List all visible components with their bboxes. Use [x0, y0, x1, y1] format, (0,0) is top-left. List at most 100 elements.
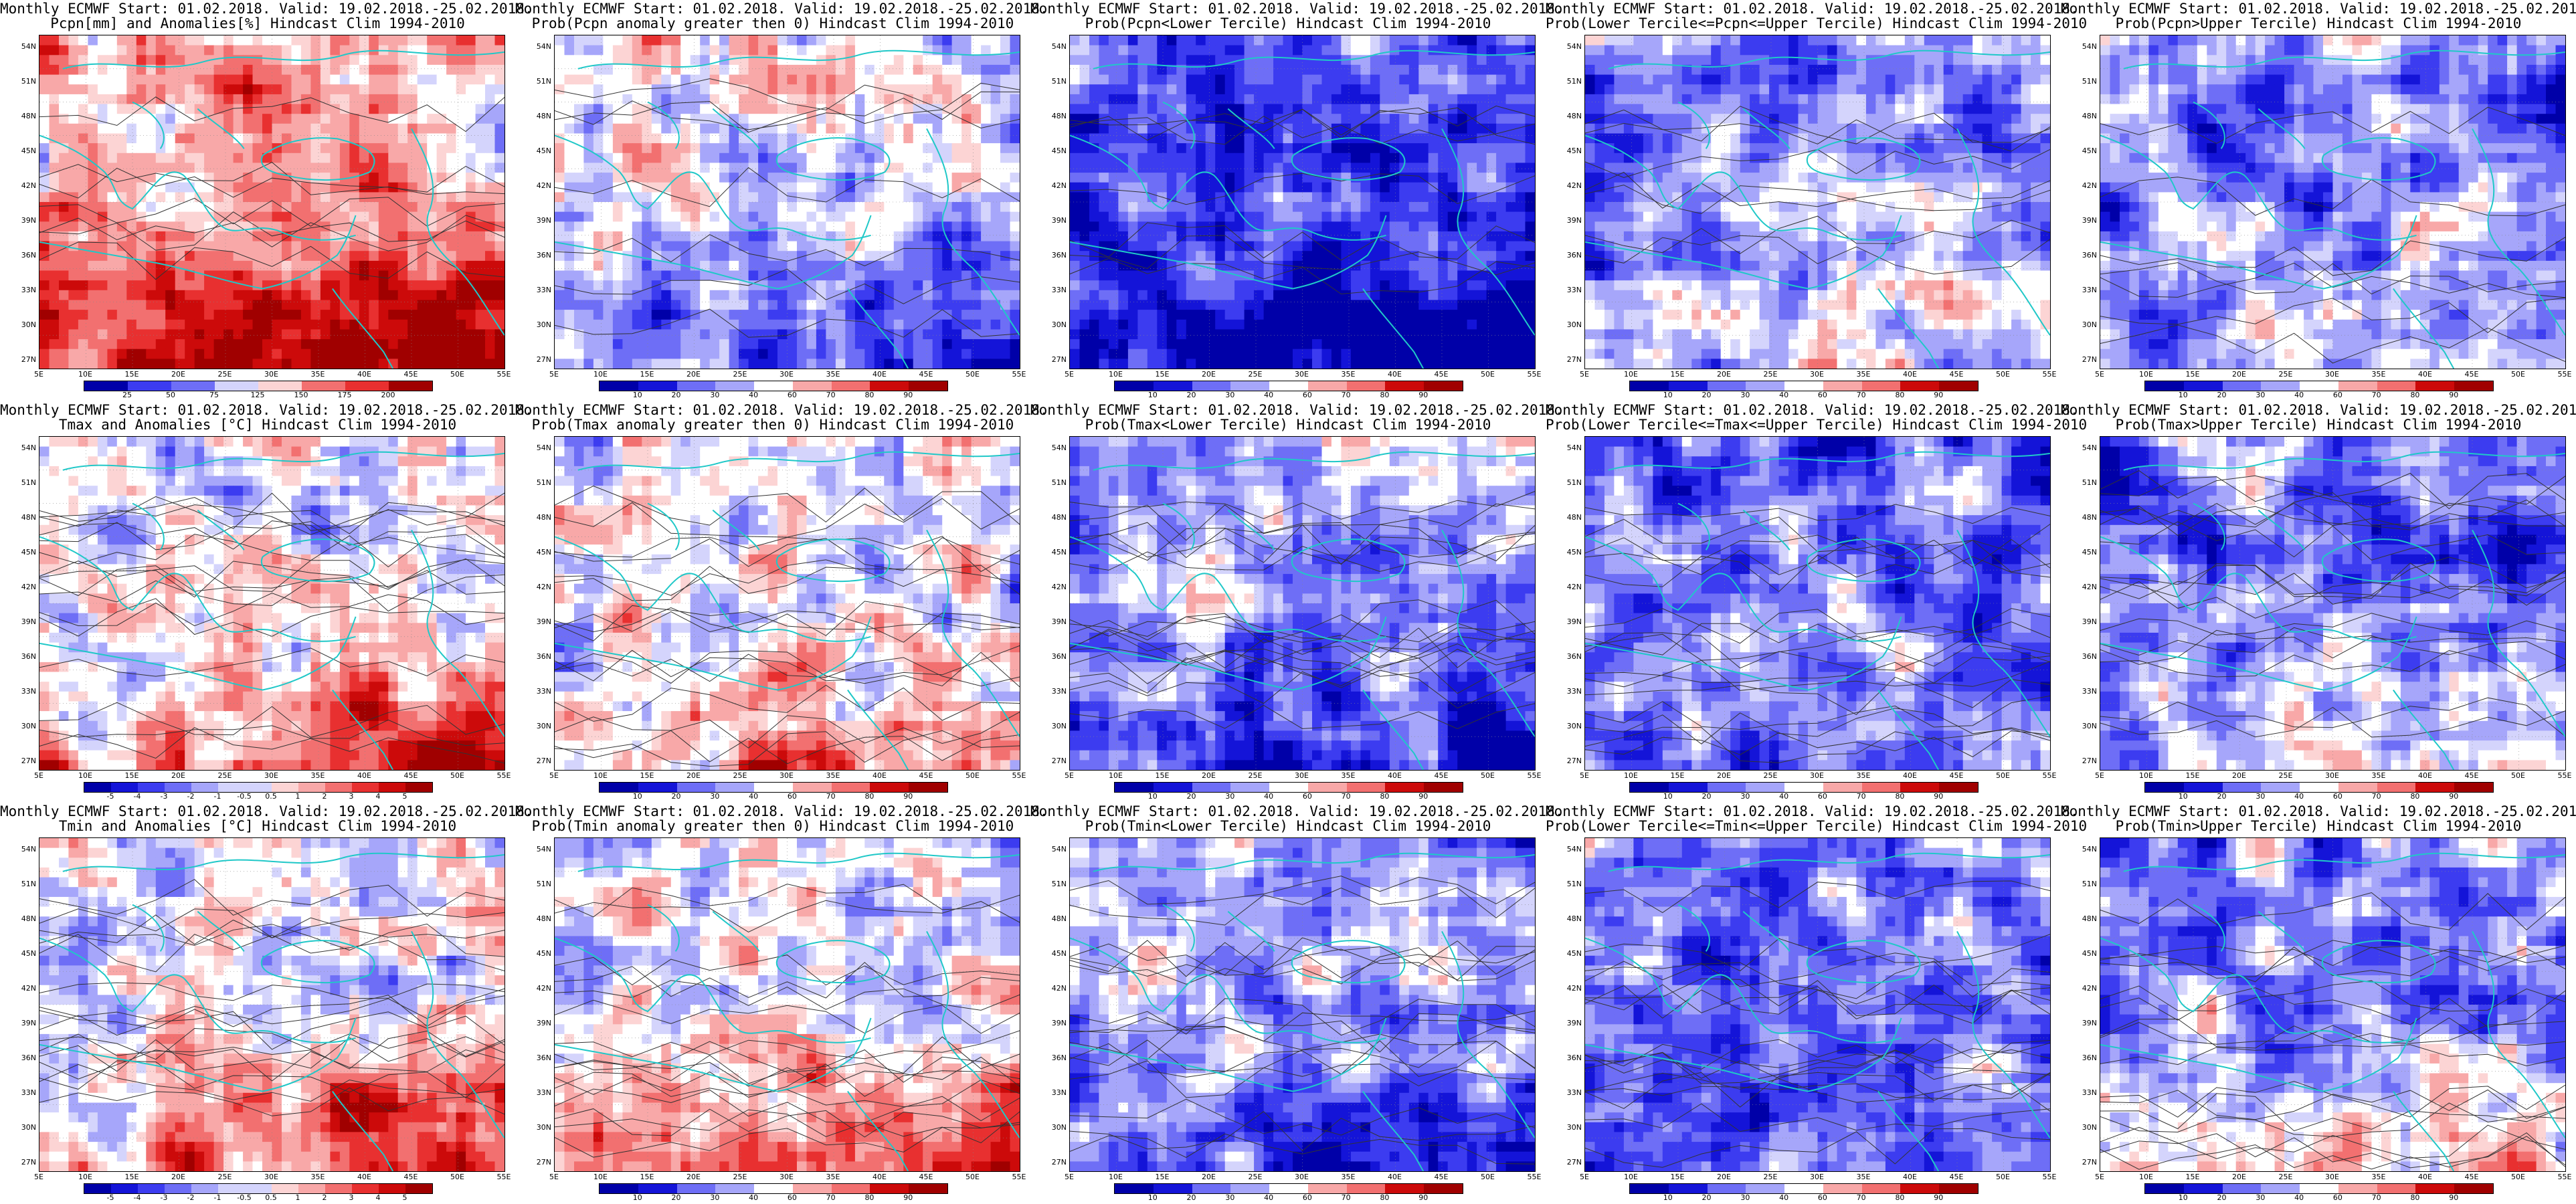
- colorbar-swatch: [345, 381, 389, 391]
- field-cell: [310, 64, 321, 76]
- field-cell: [690, 114, 701, 124]
- field-cell: [1070, 329, 1081, 340]
- field-cell: [456, 202, 466, 213]
- field-cell: [369, 348, 379, 359]
- field-cell: [806, 143, 817, 154]
- field-cell: [136, 290, 147, 300]
- field-cell: [1000, 143, 1011, 154]
- field-cell: [475, 319, 486, 330]
- field-cell: [854, 270, 865, 281]
- field-cell: [709, 114, 720, 124]
- field-cell: [709, 133, 720, 144]
- field-cell: [806, 211, 817, 222]
- field-cell: [136, 133, 147, 144]
- field-cell: [213, 114, 224, 124]
- field-cell: [826, 74, 836, 85]
- field-cell: [1302, 290, 1313, 300]
- field-cell: [1205, 241, 1216, 252]
- field-cell: [446, 260, 457, 272]
- field-cell: [1166, 290, 1177, 300]
- field-cell: [1515, 319, 1526, 330]
- field-cell: [97, 45, 108, 56]
- field-cell: [1176, 241, 1187, 252]
- field-cell: [475, 123, 486, 134]
- field-cell: [1127, 84, 1138, 95]
- field-cell: [884, 173, 895, 183]
- field-cell: [1370, 94, 1380, 105]
- field-cell: [690, 35, 701, 46]
- field-cell: [1293, 133, 1303, 144]
- field-cell: [981, 64, 992, 76]
- field-cell: [981, 153, 992, 163]
- field-cell: [932, 280, 943, 291]
- field-cell: [436, 280, 447, 291]
- field-cell: [797, 329, 808, 340]
- field-cell: [1010, 339, 1020, 350]
- field-cell: [670, 221, 681, 232]
- field-cell: [661, 143, 672, 154]
- field-cell: [1244, 104, 1255, 114]
- field-cell: [1215, 163, 1226, 173]
- field-cell: [1370, 64, 1380, 76]
- field-cell: [593, 143, 604, 154]
- field-cell: [1293, 123, 1303, 134]
- field-cell: [485, 123, 496, 134]
- field-cell: [903, 260, 914, 272]
- field-cell: [97, 231, 108, 242]
- field-cell: [913, 35, 923, 46]
- field-cell: [690, 143, 701, 154]
- field-cell: [893, 104, 904, 114]
- field-cell: [1118, 251, 1129, 262]
- contour-line: [555, 167, 1020, 207]
- field-cell: [709, 163, 720, 173]
- field-cell: [88, 348, 98, 359]
- field-cell: [971, 251, 982, 262]
- field-cell: [475, 339, 486, 350]
- field-cell: [651, 300, 662, 310]
- field-cell: [1370, 192, 1380, 203]
- field-cell: [787, 104, 798, 114]
- field-cell: [388, 173, 399, 183]
- field-cell: [1108, 153, 1119, 163]
- field-cell: [388, 94, 399, 105]
- field-cell: [1341, 310, 1352, 320]
- field-cell: [1099, 182, 1109, 193]
- field-cell: [417, 211, 428, 222]
- field-cell: [185, 163, 195, 173]
- field-cell: [719, 290, 730, 300]
- field-cell: [845, 84, 856, 95]
- field-cell: [1331, 339, 1342, 350]
- field-cell: [252, 153, 263, 163]
- field-cell: [175, 339, 185, 350]
- field-cell: [1118, 280, 1129, 291]
- field-cell: [612, 182, 623, 193]
- field-cell: [700, 241, 711, 252]
- field-cell: [1166, 84, 1177, 95]
- field-cell: [739, 270, 749, 281]
- field-cell: [622, 74, 633, 85]
- field-cell: [826, 182, 836, 193]
- field-cell: [204, 153, 215, 163]
- field-cell: [359, 300, 369, 310]
- field-cell: [310, 359, 321, 369]
- field-cell: [1263, 310, 1274, 320]
- field-cell: [700, 133, 711, 144]
- colorbar-tick-label: 75: [204, 391, 224, 399]
- field-cell: [1244, 45, 1255, 56]
- field-cell: [913, 241, 923, 252]
- field-cell: [213, 104, 224, 114]
- field-cell: [1331, 241, 1342, 252]
- field-cell: [1457, 94, 1468, 105]
- field-cell: [932, 211, 943, 222]
- field-cell: [1515, 163, 1526, 173]
- field-cell: [923, 114, 933, 124]
- field-cell: [1515, 270, 1526, 281]
- field-cell: [864, 133, 875, 144]
- field-cell: [777, 319, 788, 330]
- field-cell: [951, 280, 962, 291]
- field-cell: [1118, 143, 1129, 154]
- field-cell: [1137, 143, 1148, 154]
- lat-tick-label: 27N: [529, 355, 551, 364]
- field-cell: [310, 84, 321, 95]
- field-cell: [466, 202, 476, 213]
